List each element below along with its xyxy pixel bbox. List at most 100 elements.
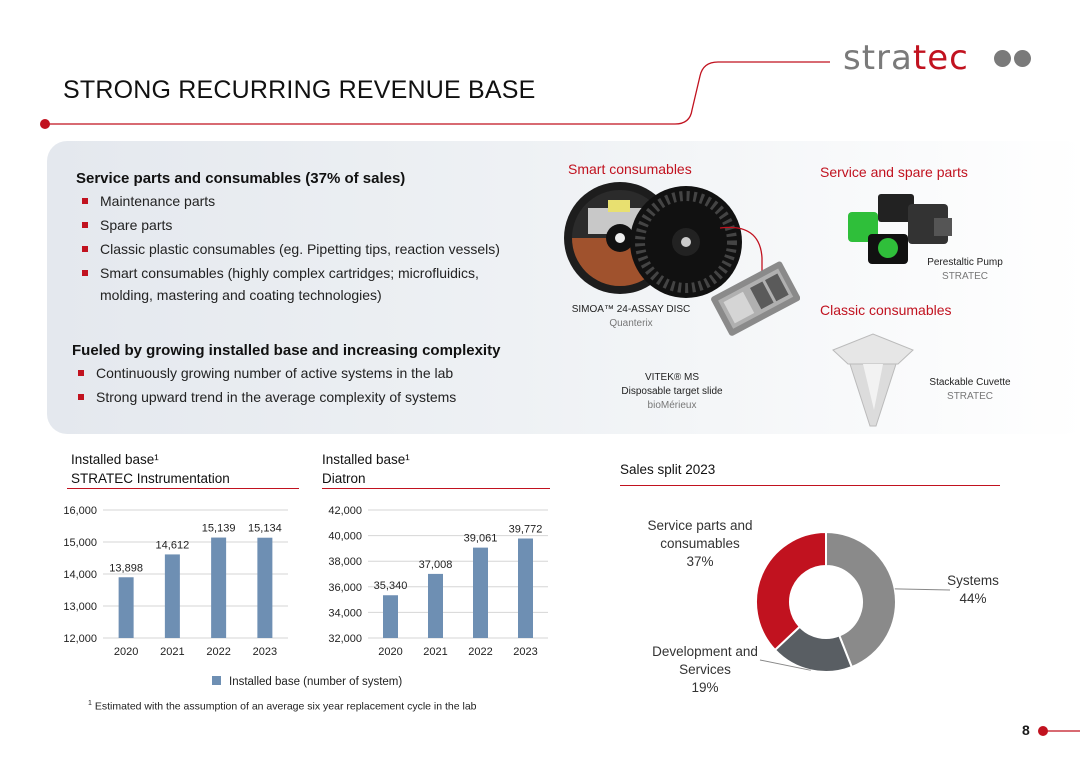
y-tick-label: 32,000	[328, 633, 362, 645]
vitek-caption: VITEK® MS Disposable target slide bioMér…	[602, 371, 742, 413]
chart2-title: Installed base¹ Diatron	[322, 450, 410, 488]
chart1-title-line: Installed base¹	[71, 452, 159, 467]
slice-label: Service parts and consumables 37%	[647, 518, 752, 569]
footnote-text: Estimated with the assumption of an aver…	[94, 700, 477, 713]
y-tick-label: 34,000	[328, 607, 362, 619]
simoa-maker: Quanterix	[609, 318, 653, 329]
vitek-slide-icon	[711, 261, 800, 336]
page-number: 8	[1022, 722, 1030, 738]
bar	[518, 538, 533, 638]
simoa-caption: SIMOA™ 24-ASSAY DISC Quanterix	[566, 303, 696, 331]
bar	[473, 547, 488, 638]
chart3-rule	[620, 485, 1000, 486]
slice-label: Development and Services 19%	[652, 644, 758, 695]
vitek-name-1: VITEK® MS	[644, 372, 700, 383]
bar-chart-stratec: 12,000 13,000 14,000 15,000 16,000 2020 13,898…	[63, 505, 288, 658]
chart3-title: Sales split 2023	[620, 462, 716, 477]
x-tick-label: 2023	[513, 646, 537, 658]
chart1-title: Installed base¹ STRATEC Instrumentation	[71, 450, 230, 488]
y-tick-label: 14,000	[63, 569, 97, 581]
y-tick-label: 16,000	[63, 505, 97, 517]
chart2-title-line: Installed base¹	[322, 452, 410, 467]
footnote-mark: 1	[88, 700, 92, 707]
chart2-rule	[322, 488, 550, 489]
list-item: Strong upward trend in the average compl…	[72, 386, 512, 408]
list-item: Classic plastic consumables (eg. Pipetti…	[76, 238, 516, 260]
underline-path	[45, 61, 830, 125]
chart2-subtitle: Diatron	[322, 471, 366, 486]
leader-line	[894, 588, 951, 591]
bar-chart-diatron: 32,000 34,000 36,000 38,000 40,000 42,000 2020…	[328, 505, 548, 658]
list-item: Spare parts	[76, 214, 516, 236]
data-label: 39,772	[509, 524, 543, 536]
x-tick-label: 2022	[468, 646, 492, 658]
classic-consumables-heading: Classic consumables	[820, 302, 952, 318]
donut-slice	[755, 530, 827, 652]
data-label: 35,340	[374, 580, 408, 592]
logo-text-gray: stra	[843, 38, 913, 78]
bar	[164, 554, 180, 638]
legend-label: Installed base (number of system)	[229, 676, 403, 688]
data-label: 14,612	[156, 539, 190, 551]
section2-list: Continuously growing number of active sy…	[72, 362, 512, 410]
bar	[383, 595, 398, 638]
title-underline	[40, 61, 830, 129]
section2-heading: Fueled by growing installed base and inc…	[72, 342, 501, 359]
content-panel	[47, 141, 1080, 434]
y-tick-label: 15,000	[63, 537, 97, 549]
bar	[428, 573, 443, 638]
stratec-logo: stratec	[843, 38, 969, 78]
logo-dots-icon	[994, 50, 1034, 72]
smart-consumables-image	[564, 182, 800, 336]
pump-maker: STRATEC	[942, 271, 988, 282]
chart1-subtitle: STRATEC Instrumentation	[71, 471, 230, 486]
chart-legend: Installed base (number of system)	[212, 676, 402, 688]
y-tick-label: 38,000	[328, 556, 362, 568]
footnote: 1 Estimated with the assumption of an av…	[88, 700, 477, 713]
cuvette-caption: Stackable Cuvette STRATEC	[915, 376, 1025, 404]
y-tick-label: 13,000	[63, 601, 97, 613]
data-label: 15,134	[248, 523, 282, 535]
bar	[118, 577, 134, 638]
simoa-name: SIMOA™ 24-ASSAY DISC	[571, 304, 691, 315]
y-tick-label: 42,000	[328, 505, 362, 517]
pump-name: Perestaltic Pump	[927, 257, 1003, 268]
data-label: 13,898	[109, 562, 143, 574]
cuvette-icon	[832, 333, 914, 365]
pump-caption: Perestaltic Pump STRATEC	[910, 256, 1020, 284]
section1-list: Maintenance parts Spare parts Classic pl…	[76, 190, 516, 308]
x-tick-label: 2023	[253, 646, 277, 658]
y-tick-label: 40,000	[328, 531, 362, 543]
y-tick-label: 36,000	[328, 582, 362, 594]
smart-consumables-heading: Smart consumables	[568, 161, 692, 177]
logo-text-red: tec	[912, 38, 969, 78]
cuvette-image	[832, 333, 914, 427]
data-label: 37,008	[419, 559, 453, 571]
page-marker	[1038, 726, 1080, 736]
data-label: 39,061	[464, 533, 498, 545]
section1-heading: Service parts and consumables (37% of sa…	[76, 170, 406, 187]
cuvette-maker: STRATEC	[947, 391, 993, 402]
leader-line	[759, 659, 811, 671]
x-tick-label: 2021	[423, 646, 447, 658]
x-tick-label: 2021	[160, 646, 184, 658]
chart1-rule	[67, 488, 299, 489]
vitek-maker: bioMérieux	[647, 400, 697, 411]
y-tick-label: 12,000	[63, 633, 97, 645]
donut-slice	[825, 530, 897, 669]
list-item: Continuously growing number of active sy…	[72, 362, 512, 384]
peristaltic-pump-image	[848, 194, 952, 264]
list-item: Smart consumables (highly complex cartri…	[76, 262, 516, 306]
page-title: STRONG RECURRING REVENUE BASE	[63, 76, 536, 104]
slice-label: Systems 44%	[947, 573, 999, 606]
data-label: 15,139	[202, 523, 236, 535]
x-tick-label: 2020	[378, 646, 402, 658]
vitek-name-2: Disposable target slide	[621, 386, 723, 397]
bar	[211, 537, 227, 638]
list-item: Maintenance parts	[76, 190, 516, 212]
service-parts-heading: Service and spare parts	[820, 164, 968, 180]
x-tick-label: 2022	[206, 646, 230, 658]
legend-swatch	[212, 676, 221, 685]
donut-chart-sales: Systems 44% Development and Services 19% Serv…	[647, 518, 999, 695]
x-tick-label: 2020	[114, 646, 138, 658]
